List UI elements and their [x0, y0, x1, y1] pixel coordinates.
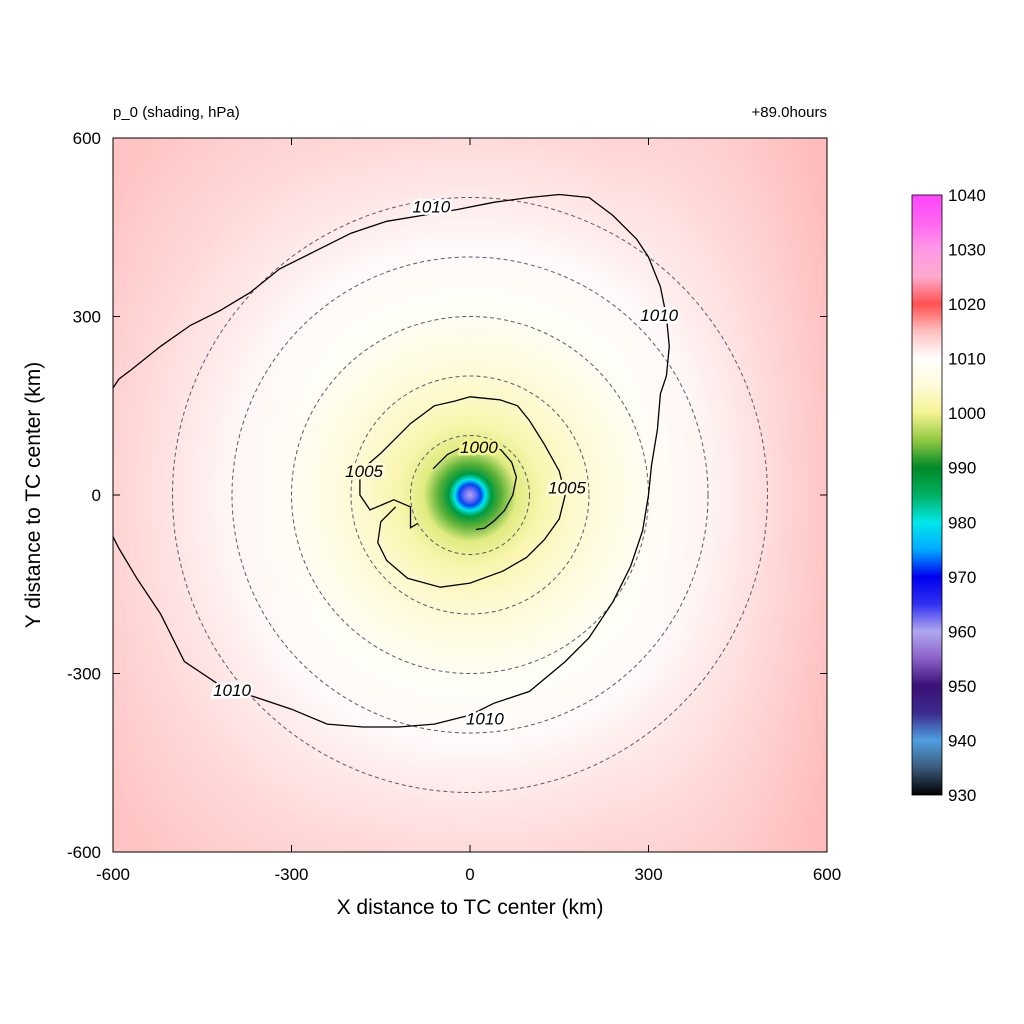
- y-tick-labels: -600 -300 0 300 600: [67, 129, 101, 862]
- contour-label-halo: 1005: [345, 462, 383, 481]
- colorbar-labels: 930 940 950 960 970 980 990 1000 1010 1020 1030 104…: [948, 186, 986, 805]
- colorbar-tick-label: 1040: [948, 186, 986, 205]
- y-tick-label: -600: [67, 843, 101, 862]
- pressure-shading-edge: [113, 138, 827, 852]
- colorbar-tick-label: 950: [948, 677, 976, 696]
- contour-label-halo: 1010: [640, 306, 678, 325]
- contour-label-halo: 1010: [466, 709, 504, 728]
- x-tick-labels: -600 -300 0 300 600: [96, 865, 841, 884]
- contour-1005: [359, 396, 566, 588]
- y-tick-label: 600: [73, 129, 101, 148]
- colorbar-tick-label: 1000: [948, 404, 986, 423]
- colorbar-bar: [911, 194, 943, 796]
- contour-label: 1010: [213, 681, 251, 700]
- colorbar-tick-label: 940: [948, 731, 976, 750]
- colorbar-tick-label: 970: [948, 568, 976, 587]
- contour-label: 1000: [460, 438, 498, 457]
- y-axis-title: Y distance to TC center (km): [22, 362, 45, 629]
- contour-1010: [113, 193, 670, 728]
- colorbar-tick-label: 990: [948, 459, 976, 478]
- field-label: p_0 (shading, hPa): [113, 104, 240, 121]
- colorbar: 930 940 950 960 970 980 990 1000 1010 1020 1030 104…: [911, 186, 986, 805]
- contour-label: 1005: [345, 462, 383, 481]
- colorbar-tick-label: 930: [948, 786, 976, 805]
- x-tick-label: 600: [813, 865, 841, 884]
- colorbar-tick-label: 980: [948, 513, 976, 532]
- colorbar-tick-label: 960: [948, 622, 976, 641]
- contour-label-halo: 1010: [412, 198, 450, 217]
- contour-label: 1010: [412, 198, 450, 217]
- y-tick-label: 0: [92, 486, 101, 505]
- range-ring: [350, 375, 590, 615]
- colorbar-tick-label: 1020: [948, 295, 986, 314]
- contour-label-halo: 1000: [460, 438, 498, 457]
- contour-label: 1010: [466, 709, 504, 728]
- contour-label-halo: 1010: [213, 681, 251, 700]
- colorbar-tick-label: 1030: [948, 241, 986, 260]
- colorbar-tick-label: 1010: [948, 350, 986, 369]
- y-tick-label: -300: [67, 665, 101, 684]
- range-ring: [231, 256, 709, 734]
- x-tick-label: -300: [274, 865, 308, 884]
- contour-label: 1005: [548, 479, 586, 498]
- range-ring: [410, 435, 530, 555]
- x-tick-label: 300: [634, 865, 662, 884]
- x-axis-title: X distance to TC center (km): [337, 896, 604, 919]
- contour-label-halo: 1005: [548, 479, 586, 498]
- forecast-time-label: +89.0hours: [752, 104, 827, 121]
- contour-labels: 1000100010051005100510051010101010101010…: [211, 195, 682, 731]
- x-tick-label: 0: [465, 865, 474, 884]
- contour-label: 1010: [640, 306, 678, 325]
- plot-area: 1000100010051005100510051010101010101010…: [112, 137, 828, 853]
- contour-1000: [432, 443, 518, 531]
- contour-lines: [113, 193, 670, 728]
- range-ring: [172, 197, 768, 793]
- x-tick-label: -600: [96, 865, 130, 884]
- axis-ticks: [112, 137, 828, 853]
- y-tick-label: 300: [73, 308, 101, 327]
